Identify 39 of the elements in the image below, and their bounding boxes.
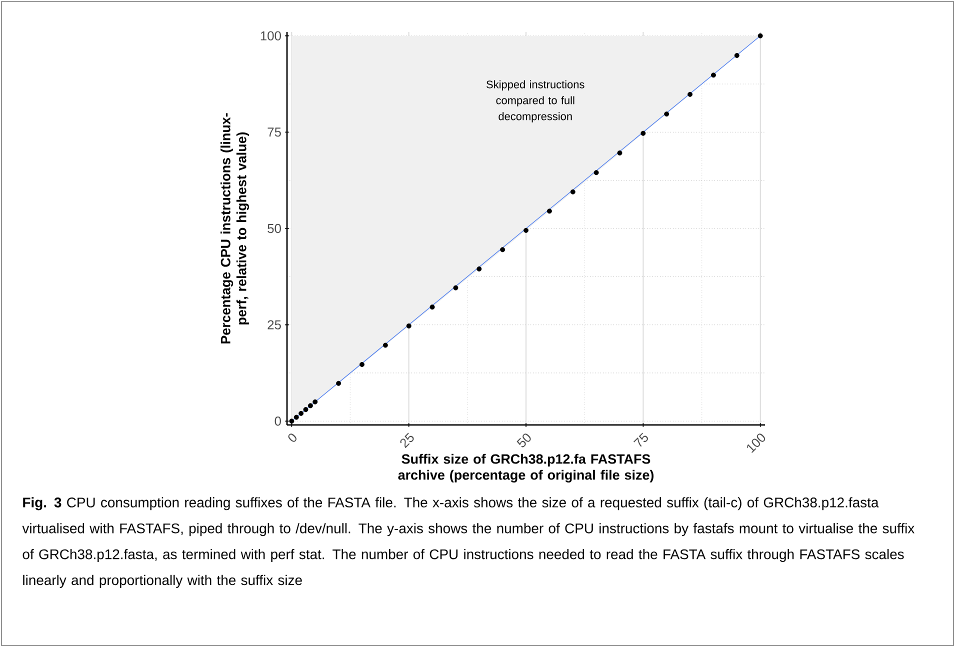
x-tick-label: 50 (516, 434, 531, 448)
point (710, 72, 716, 78)
y-tick-label: 75 (268, 128, 281, 137)
point (289, 418, 294, 424)
point (308, 403, 313, 408)
point (406, 323, 412, 328)
x-tick-label: 25 (400, 432, 414, 448)
point (664, 112, 670, 117)
point (570, 189, 576, 194)
x-tick-label: 0 (288, 434, 296, 442)
point (476, 266, 482, 272)
point (453, 285, 458, 290)
point (640, 130, 646, 136)
point (430, 304, 435, 310)
point (500, 247, 506, 252)
x-axis-title: Suffix size of GRCh38.p12.fa FASTAFS archive (percentage of original file size) (398, 454, 654, 482)
point (617, 150, 622, 156)
point (688, 92, 693, 97)
text: Fig. 3 CPU consumption reading suffixes of the FASTA file. The x-axis shows the size of a requested suffix (tail-c) of GRCh38.p12.fasta virtualised with FASTAFS, piped through to /dev/null. The y-axis shows the number of CPU instructions by fastafs mount to virtualise the suffix of GRCh38.p12.fasta, as termined with perf stat. The number of CPU instructions needed to read the FASTA suffix through FASTAFS scales linearly and proportionally with the suffix size (22, 497, 914, 588)
y-tick-label: 100 (260, 31, 281, 40)
point (546, 208, 552, 214)
point (298, 410, 304, 416)
x-tick-label: 75 (633, 432, 648, 447)
point (294, 414, 299, 420)
point (734, 52, 740, 58)
point (382, 342, 388, 348)
y-tick-label: 0 (274, 416, 281, 426)
point (594, 170, 599, 176)
y-tick-label: 50 (268, 224, 281, 234)
point (312, 399, 318, 404)
annotation: Skipped instructions compared to full decompression (486, 80, 584, 122)
y-tick-label: 25 (268, 320, 281, 330)
x-tick-label: 100 (747, 434, 766, 453)
y-axis-title: Percentage CPU instructions (linux-perf, relative to highest value) (220, 113, 250, 344)
point (359, 362, 364, 367)
point (758, 33, 763, 38)
point (524, 228, 528, 233)
point (336, 380, 342, 386)
point (303, 407, 308, 412)
